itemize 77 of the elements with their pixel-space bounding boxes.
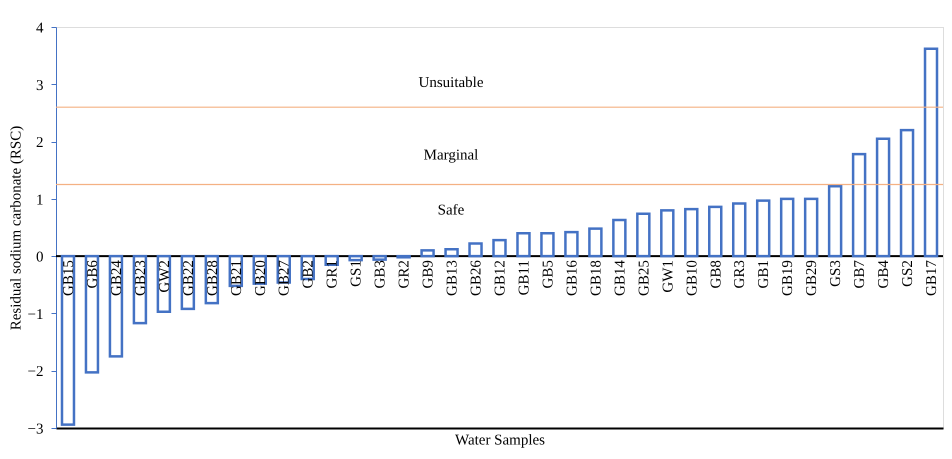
x-tick-label: GB8 [708, 260, 724, 288]
bar [444, 248, 459, 258]
x-tick-label: GB3 [372, 260, 389, 288]
x-tick-label: GR3 [732, 260, 748, 288]
bar [828, 185, 842, 258]
x-tick-label: GB24 [108, 260, 125, 296]
annotation: Unsuitable [418, 75, 484, 92]
x-tick-label: GB20 [252, 260, 269, 296]
bar [540, 232, 555, 258]
x-tick-label: GW2 [156, 260, 173, 293]
bar [636, 212, 651, 258]
x-tick-label: GS2 [900, 260, 916, 287]
y-tick-label: −2 [28, 364, 44, 380]
x-tick-label: GS3 [828, 260, 844, 287]
x-tick-label: GB4 [876, 260, 892, 288]
bar [924, 48, 938, 258]
bar [516, 232, 531, 258]
bar [348, 254, 363, 262]
bar [60, 254, 76, 426]
bar [732, 202, 746, 258]
x-tick-label: GR2 [396, 260, 413, 288]
bar [708, 206, 722, 258]
x-tick-label: GB18 [588, 260, 604, 296]
x-tick-label: GB6 [84, 260, 101, 288]
bar [804, 198, 818, 258]
y-tick-label: 1 [36, 192, 44, 208]
y-axis-title: Residual sodium carbonate (RSC) [8, 126, 25, 330]
bar [612, 218, 627, 258]
y-tick-label: 0 [36, 250, 44, 266]
bar [588, 227, 603, 258]
bar [492, 238, 507, 258]
bar [564, 230, 579, 258]
x-tick-label: GB9 [420, 260, 437, 288]
bar [756, 199, 770, 258]
bar [420, 249, 435, 258]
x-tick-label: GR1 [324, 260, 341, 288]
x-axis-title: Water Samples [454, 432, 546, 448]
x-tick-label: GB13 [444, 260, 461, 296]
x-tick-label: GB23 [132, 260, 149, 296]
bar [780, 198, 794, 258]
x-tick-label: GB14 [612, 260, 628, 296]
y-tick-label: −3 [28, 422, 44, 438]
x-tick-label: GB28 [204, 260, 221, 296]
x-tick-label: GB15 [60, 260, 77, 296]
bar [660, 209, 675, 258]
annotation: Safe [438, 202, 465, 219]
bar [900, 128, 914, 258]
x-tick-label: GB26 [468, 260, 485, 296]
bar [852, 152, 866, 258]
bar [468, 242, 483, 258]
bar [684, 208, 699, 258]
x-tick-label: GB25 [636, 260, 652, 296]
x-tick-label: GB11 [516, 260, 532, 296]
x-tick-label: GB1 [756, 260, 772, 288]
x-tick-label: GB17 [924, 260, 940, 296]
x-tick-label: GB12 [492, 260, 508, 296]
x-tick-label: GB27 [276, 260, 293, 296]
annotation: Marginal [424, 148, 478, 164]
bar [372, 254, 387, 261]
x-tick-label: GB16 [564, 260, 580, 296]
bar [108, 254, 124, 358]
x-tick-label: GB29 [804, 260, 820, 296]
y-tick-label: 4 [36, 20, 44, 36]
x-tick-label: GB10 [684, 260, 700, 296]
x-tick-label: GW1 [660, 260, 676, 293]
x-tick-label: GB19 [780, 260, 796, 296]
y-tick-label: 3 [36, 78, 44, 94]
y-tick-label: 2 [36, 135, 44, 152]
bar [84, 254, 100, 374]
y-tick-label: −1 [28, 306, 44, 323]
x-tick-label: GB7 [852, 260, 868, 288]
x-tick-label: GS1 [348, 260, 365, 287]
bar [876, 137, 890, 258]
x-tick-label: GB2 [300, 260, 317, 288]
x-tick-label: GB5 [540, 260, 556, 288]
x-tick-label: GB22 [180, 260, 197, 296]
x-tick-label: GB21 [228, 260, 245, 296]
